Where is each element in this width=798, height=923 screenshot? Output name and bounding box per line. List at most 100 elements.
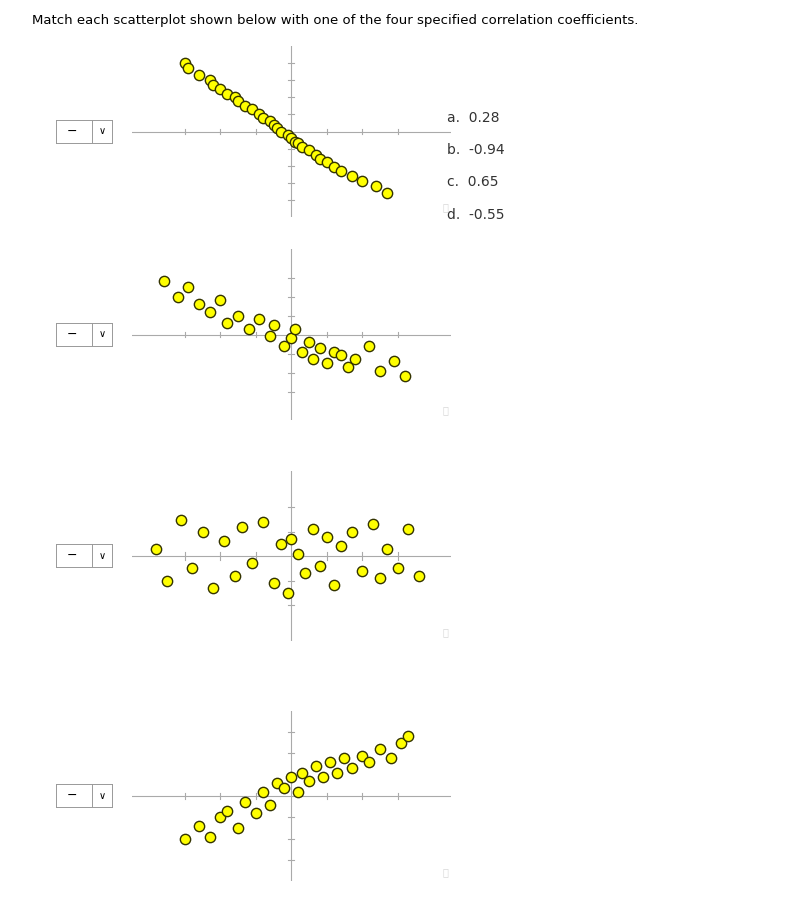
Point bbox=[314, 341, 326, 355]
Point bbox=[327, 578, 340, 593]
Point bbox=[346, 524, 358, 539]
Text: ∨: ∨ bbox=[99, 551, 106, 560]
Text: Match each scatterplot shown below with one of the four specified correlation co: Match each scatterplot shown below with … bbox=[32, 14, 638, 27]
Point bbox=[324, 755, 337, 770]
Point bbox=[256, 111, 269, 126]
Point bbox=[267, 576, 280, 591]
Point bbox=[292, 785, 305, 799]
Text: ∨: ∨ bbox=[99, 330, 106, 339]
Text: −: − bbox=[66, 328, 77, 341]
Point bbox=[373, 742, 386, 757]
Point bbox=[275, 536, 287, 551]
Text: −: − bbox=[66, 549, 77, 562]
Point bbox=[150, 542, 163, 557]
Point bbox=[363, 339, 376, 354]
Point bbox=[338, 750, 351, 765]
Point bbox=[179, 832, 192, 846]
Text: b.  -0.94: b. -0.94 bbox=[447, 143, 504, 157]
Point bbox=[306, 352, 319, 366]
Point bbox=[221, 804, 234, 819]
Point bbox=[207, 78, 219, 93]
Text: d.  -0.55: d. -0.55 bbox=[447, 208, 504, 222]
Point bbox=[221, 87, 234, 102]
Point bbox=[349, 352, 361, 366]
Point bbox=[334, 163, 347, 178]
Point bbox=[263, 330, 276, 344]
Point bbox=[327, 344, 340, 359]
Point bbox=[356, 563, 369, 578]
Point bbox=[314, 558, 326, 573]
Point bbox=[320, 155, 333, 170]
Text: −: − bbox=[66, 789, 77, 802]
Point bbox=[310, 148, 322, 162]
Point bbox=[263, 797, 276, 812]
Point bbox=[331, 765, 344, 780]
Point bbox=[228, 90, 241, 105]
Point bbox=[373, 364, 386, 378]
Point bbox=[292, 136, 305, 150]
Point bbox=[278, 339, 290, 354]
Point bbox=[235, 520, 248, 534]
Point bbox=[306, 521, 319, 536]
Point bbox=[196, 524, 209, 539]
Text: 🔍: 🔍 bbox=[443, 627, 448, 637]
Text: c.  0.65: c. 0.65 bbox=[447, 175, 499, 189]
Point bbox=[334, 539, 347, 554]
Point bbox=[413, 569, 425, 583]
Point bbox=[214, 294, 227, 308]
Point bbox=[282, 127, 294, 142]
Point bbox=[231, 93, 244, 108]
Point bbox=[179, 56, 192, 71]
Point bbox=[214, 810, 227, 825]
Point bbox=[218, 534, 231, 549]
Point bbox=[366, 517, 379, 532]
Point bbox=[271, 121, 283, 136]
Point bbox=[239, 795, 251, 809]
Point bbox=[391, 561, 404, 576]
Point bbox=[203, 73, 216, 88]
Point bbox=[295, 344, 308, 359]
Point bbox=[256, 515, 269, 530]
Point bbox=[356, 749, 369, 763]
Point bbox=[275, 125, 287, 139]
Point bbox=[267, 318, 280, 332]
Point bbox=[228, 569, 241, 583]
Point bbox=[295, 765, 308, 780]
Point bbox=[381, 542, 393, 557]
Point bbox=[250, 806, 263, 821]
Point bbox=[363, 755, 376, 770]
Point bbox=[320, 529, 333, 544]
Point bbox=[203, 829, 216, 844]
Point bbox=[267, 117, 280, 132]
Point bbox=[334, 348, 347, 363]
Point bbox=[271, 776, 283, 791]
Point bbox=[402, 729, 415, 744]
Point bbox=[282, 585, 294, 600]
Point bbox=[246, 102, 259, 116]
Point bbox=[186, 561, 199, 576]
Point bbox=[243, 321, 255, 336]
Point bbox=[327, 160, 340, 174]
Text: −: − bbox=[66, 125, 77, 138]
Point bbox=[288, 321, 301, 336]
Point bbox=[285, 131, 298, 146]
Point bbox=[346, 761, 358, 775]
Point bbox=[160, 573, 173, 588]
Point bbox=[221, 316, 234, 330]
Point bbox=[285, 331, 298, 346]
Point bbox=[395, 736, 408, 750]
Point bbox=[256, 785, 269, 799]
Point bbox=[346, 169, 358, 184]
Point bbox=[342, 359, 354, 374]
Point bbox=[231, 821, 244, 835]
Point bbox=[231, 308, 244, 323]
Point bbox=[370, 179, 383, 194]
Point bbox=[192, 819, 205, 833]
Point bbox=[182, 280, 195, 294]
Point bbox=[175, 512, 188, 527]
Point bbox=[288, 135, 301, 150]
Point bbox=[192, 297, 205, 312]
Point bbox=[384, 750, 397, 765]
Point bbox=[285, 532, 298, 546]
Point bbox=[246, 556, 259, 570]
